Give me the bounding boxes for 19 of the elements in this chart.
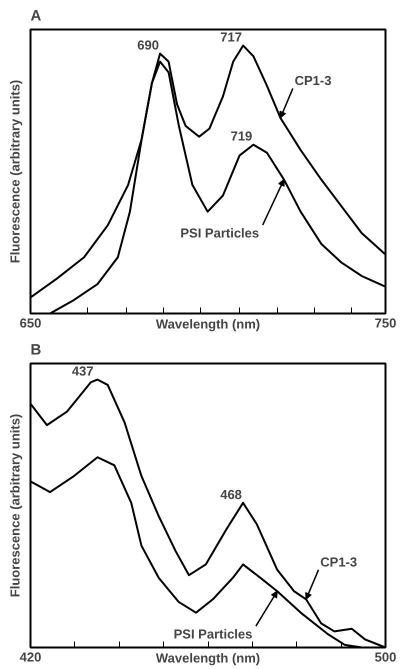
annotation: 437 [72,364,94,379]
x-tick-label: 420 [20,650,42,664]
text: CP1-3 [320,554,358,570]
series-label: PSI Particles [174,626,252,642]
x-axis-title: Wavelength (nm) [156,316,260,332]
annotation: 690 [137,38,159,53]
annotation: 719 [230,128,252,144]
chart-title: B [30,342,42,358]
series-label: CP1-3 [294,72,332,88]
annotation: 717 [220,30,242,45]
y-axis-title: Fluorescence (arbitrary units) [8,414,22,598]
annotation: 468 [220,486,242,502]
x-tick-label: 750 [374,316,396,330]
x-axis-title: Wavelength (nm) [156,650,260,666]
x-tick-label: 500 [374,650,396,664]
chart-title: A [30,8,42,24]
y-axis-title: Fluorescence (arbitrary units) [8,80,22,264]
x-tick-label: 650 [20,316,42,330]
series-label: PSI Particles [180,226,260,241]
